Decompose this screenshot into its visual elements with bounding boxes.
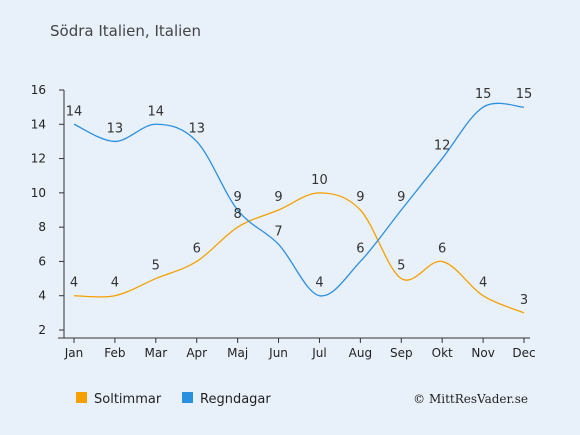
data-labels: 4 4 5 6 8 9 10 9 5 6 4 3 14 13 14 13 9 7 4 6 9 12 15 15 [66,87,533,308]
data-label-regndagar: 14 [148,104,165,119]
data-label-regndagar: 13 [107,121,124,136]
legend-swatch-regndagar [182,392,193,403]
data-label-soltimmar: 4 [111,276,119,291]
x-tick-label: Okt [432,346,453,360]
data-label-soltimmar: 9 [274,190,282,205]
x-tick-label: Jan [64,346,84,360]
chart-title: Södra Italien, Italien [50,22,201,40]
data-label-soltimmar: 6 [193,241,201,256]
data-label-regndagar: 6 [356,241,364,256]
series-line-regndagar [73,102,525,297]
x-tick-label: Jul [311,346,326,360]
x-tick-label: Jun [268,346,288,360]
y-tick-label: 12 [31,152,46,166]
data-label-soltimmar: 3 [520,293,528,308]
legend: Soltimmar Regndagar [76,392,271,407]
credit-text: © MittResVader.se [413,392,528,406]
data-label-regndagar: 15 [516,87,533,102]
x-tick-label: Sep [390,346,413,360]
y-tick-label: 10 [31,186,46,200]
series-line-soltimmar [73,192,525,314]
y-tick-label: 8 [38,220,46,234]
x-tick-label: Feb [104,346,125,360]
series-lines [73,102,525,314]
data-label-soltimmar: 5 [397,259,405,274]
y-tick-label: 14 [31,117,46,131]
x-tick-label: Nov [471,346,494,360]
data-label-regndagar: 13 [188,121,205,136]
legend-label-regndagar: Regndagar [200,392,271,407]
axes: 2 4 6 8 10 12 14 16 Jan Feb Mar Apr Maj Jun Jul Aug Sep O… [31,83,536,360]
data-label-regndagar: 14 [66,104,83,119]
y-tick-label: 16 [31,83,46,97]
x-tick-label: Apr [186,346,207,360]
data-label-soltimmar: 4 [479,276,487,291]
data-label-soltimmar: 6 [438,241,446,256]
data-label-soltimmar: 5 [152,259,160,274]
data-label-regndagar: 15 [475,87,492,102]
y-tick-label: 4 [38,289,46,303]
legend-label-soltimmar: Soltimmar [94,392,162,407]
data-label-soltimmar: 4 [70,276,78,291]
data-label-soltimmar: 9 [356,190,364,205]
y-tick-label: 2 [38,323,46,337]
x-tick-label: Dec [512,346,535,360]
x-tick-label: Aug [349,346,372,360]
x-tick-label: Mar [144,346,167,360]
data-label-regndagar: 7 [274,224,282,239]
legend-swatch-soltimmar [76,392,87,403]
y-tick-label: 6 [38,254,46,268]
data-label-regndagar: 9 [397,190,405,205]
data-label-regndagar: 12 [434,139,451,154]
data-label-soltimmar: 8 [233,207,241,222]
data-label-regndagar: 4 [315,276,323,291]
data-label-regndagar: 9 [233,190,241,205]
data-label-soltimmar: 10 [311,173,328,188]
x-tick-label: Maj [227,346,248,360]
